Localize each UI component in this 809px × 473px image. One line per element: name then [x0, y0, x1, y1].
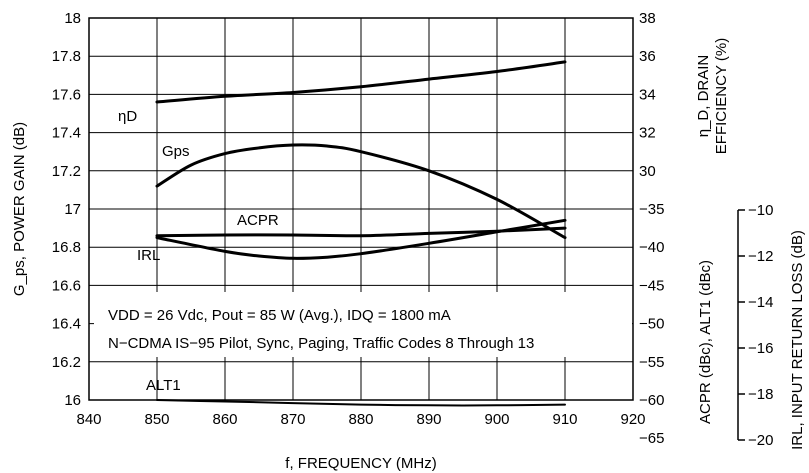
irl-tick-label: −10: [748, 202, 773, 219]
efficiency-axis-title-line1: η_D, DRAIN: [695, 55, 712, 138]
series-label-irl: IRL: [137, 247, 160, 264]
left-tick-label: 17.2: [52, 163, 81, 180]
right-tick-label: −40: [639, 239, 664, 256]
annotation-line-2: N−CDMA IS−95 Pilot, Sync, Paging, Traffi…: [108, 335, 534, 352]
series-line-gps: [155, 143, 567, 240]
x-tick-label: 850: [144, 411, 169, 428]
right-tick-label: 34: [639, 86, 656, 103]
x-tick-label: 840: [76, 411, 101, 428]
right-tick-label: −35: [639, 201, 664, 218]
right-tick-label: 30: [639, 163, 656, 180]
left-axis-title: G_ps, POWER GAIN (dB): [11, 122, 28, 296]
x-axis-title: f, FREQUENCY (MHz): [285, 455, 436, 472]
irl-tick-label: −14: [748, 294, 773, 311]
right-tick-label: −55: [639, 354, 664, 371]
left-tick-label: 17.8: [52, 48, 81, 65]
series-layer: [155, 60, 567, 407]
x-tick-label: 900: [484, 411, 509, 428]
series-label-alt1: ALT1: [146, 377, 181, 394]
irl-tick-label: −16: [748, 340, 773, 357]
left-tick-label: 16: [64, 392, 81, 409]
right-tick-label: −45: [639, 277, 664, 294]
x-tick-label: 890: [416, 411, 441, 428]
left-tick-label: 18: [64, 10, 81, 27]
left-tick-label: 16.4: [52, 316, 81, 333]
left-tick-label: 17: [64, 201, 81, 218]
right-tick-label: 36: [639, 48, 656, 65]
irl-tick-label: −18: [748, 386, 773, 403]
tick-layer: 840 850 860 870 880 890 900 910 920 16 16.2 16.4 16.…: [52, 10, 774, 449]
left-tick-label: 16.2: [52, 354, 81, 371]
left-tick-label: 16.6: [52, 277, 81, 294]
x-tick-label: 880: [348, 411, 373, 428]
series-line-irl: [155, 218, 567, 260]
plot-frame: [88, 17, 634, 401]
annotation-box: [94, 292, 632, 357]
left-tick-label: 17.6: [52, 86, 81, 103]
right-tick-label: 38: [639, 10, 656, 27]
series-label-acpr: ACPR: [237, 212, 279, 229]
right-tick-label: −65: [639, 430, 664, 447]
grid: [89, 18, 633, 400]
efficiency-axis-title-line2: EFFICIENCY (%): [713, 38, 730, 154]
series-label-etad: ηD: [118, 108, 137, 125]
right-tick-label: −50: [639, 316, 664, 333]
left-tick-label: 16.8: [52, 239, 81, 256]
left-tick-label: 17.4: [52, 125, 81, 142]
annotation-line-1: VDD = 26 Vdc, Pout = 85 W (Avg.), IDQ = …: [108, 307, 451, 324]
series-label-gps: Gps: [162, 143, 190, 160]
irl-axis-title: IRL, INPUT RETURN LOSS (dB): [789, 230, 806, 450]
x-tick-label: 860: [212, 411, 237, 428]
irl-tick-label: −20: [748, 432, 773, 449]
acpr-alt1-axis-title: ACPR (dBc), ALT1 (dBc): [697, 260, 714, 424]
series-line-alt1: [156, 399, 566, 407]
right-tick-label: 32: [639, 125, 656, 142]
x-tick-label: 910: [552, 411, 577, 428]
right-tick-label: −60: [639, 392, 664, 409]
x-tick-label: 920: [620, 411, 645, 428]
irl-tick-label: −12: [748, 248, 773, 265]
x-tick-label: 870: [280, 411, 305, 428]
series-line-ηd: [155, 60, 567, 104]
